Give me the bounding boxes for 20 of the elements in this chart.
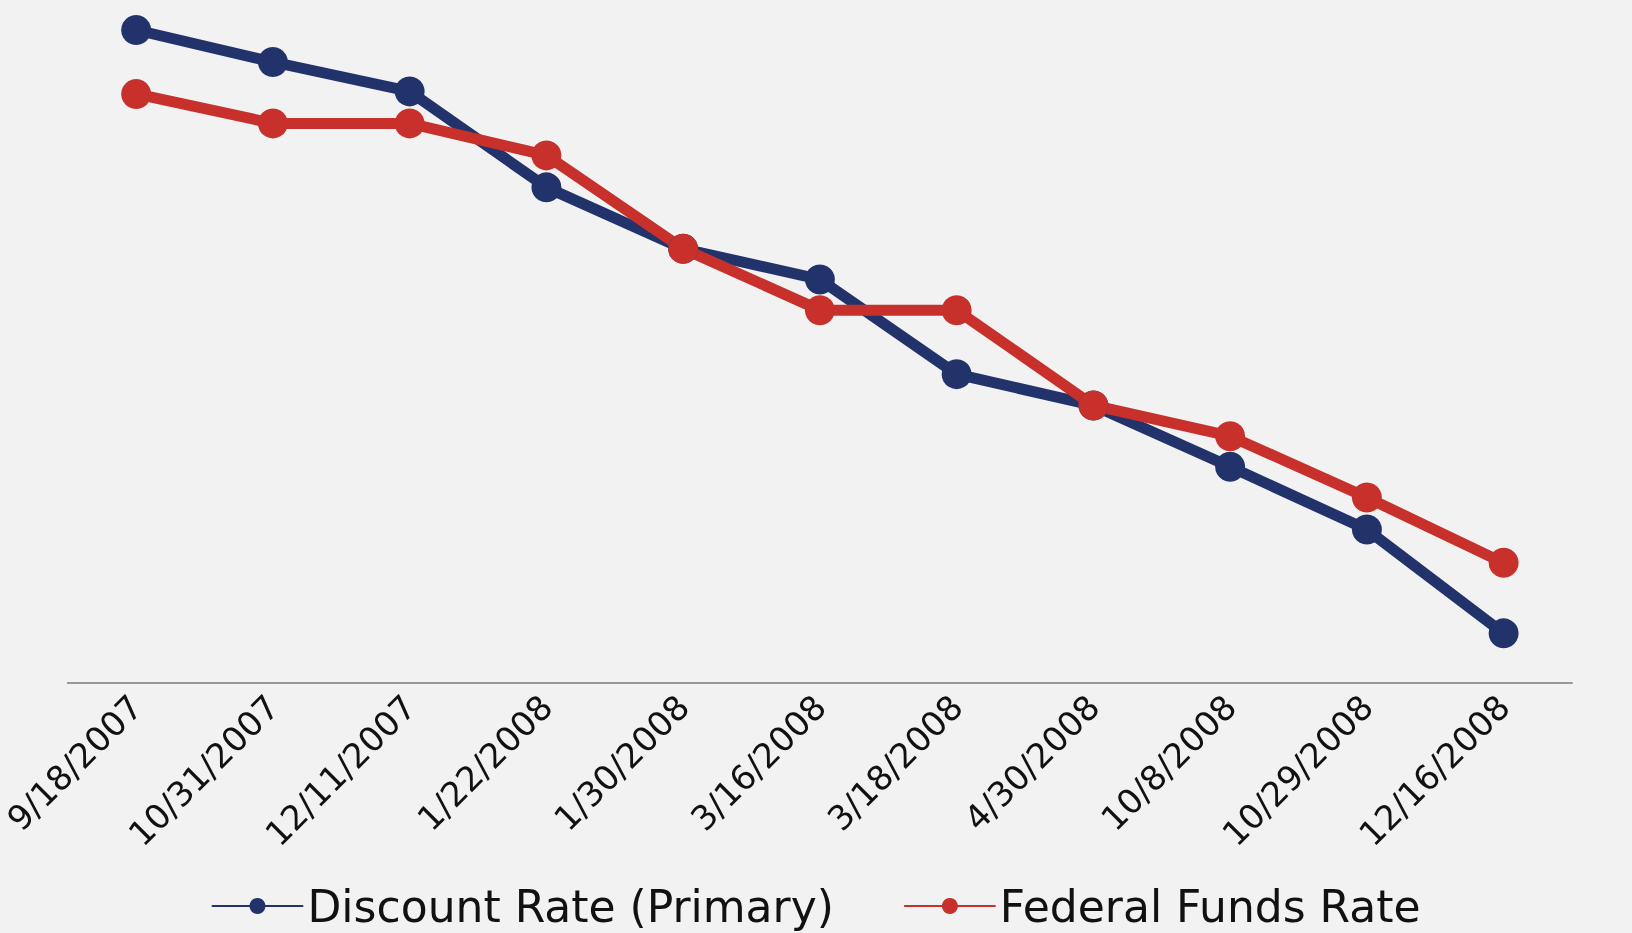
legend-label: Federal Funds Rate — [999, 880, 1421, 932]
point — [394, 76, 425, 107]
point — [804, 295, 835, 326]
point — [1488, 547, 1519, 578]
point — [257, 108, 288, 139]
point — [121, 79, 152, 109]
point — [1351, 482, 1382, 513]
point — [804, 264, 835, 295]
point — [1488, 618, 1519, 649]
point — [257, 47, 288, 77]
point — [531, 172, 562, 203]
point — [1351, 514, 1382, 545]
point — [941, 359, 972, 390]
point — [941, 295, 972, 326]
point — [394, 108, 425, 139]
point — [121, 15, 152, 45]
point — [1215, 421, 1246, 452]
point — [531, 140, 562, 171]
legend-label: Discount Rate (Primary) — [307, 880, 834, 932]
point — [1215, 451, 1246, 482]
